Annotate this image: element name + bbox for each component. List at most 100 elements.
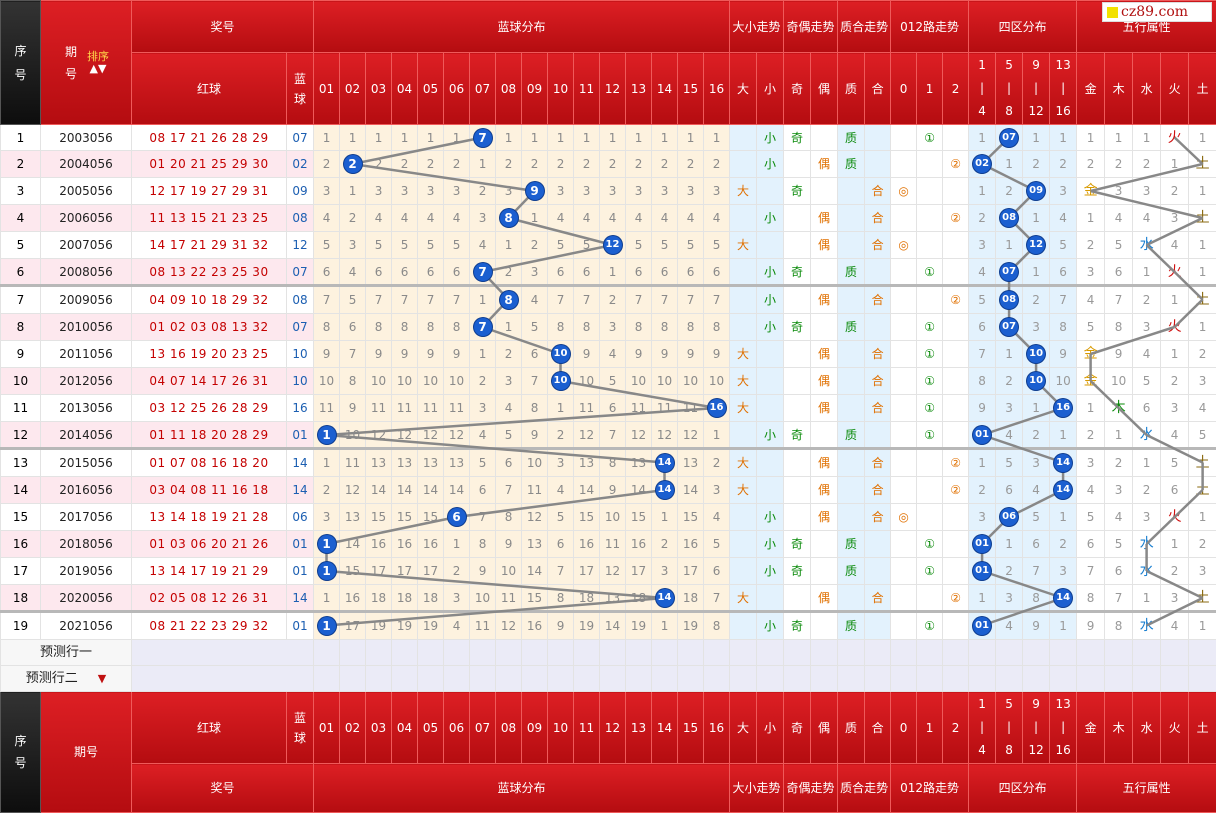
miss-count: 3 <box>556 456 565 470</box>
predict-cell[interactable] <box>1132 639 1162 666</box>
wx-miss: 2 <box>1198 347 1207 361</box>
predict-blue-cell[interactable] <box>339 639 367 666</box>
predict-blue-cell[interactable] <box>443 665 471 692</box>
predict-blue-cell[interactable] <box>625 665 653 692</box>
blue-dist-cell: 7 <box>339 340 367 368</box>
predict-cell[interactable] <box>942 639 970 666</box>
predict-cell[interactable] <box>995 639 1024 666</box>
row-red-balls: 12 17 19 27 29 31 <box>131 177 287 205</box>
predict-blue-cell[interactable] <box>677 665 705 692</box>
predict-blue-cell[interactable] <box>391 665 419 692</box>
predict-blue-cell[interactable] <box>677 639 705 666</box>
predict-blue-cell[interactable] <box>599 665 627 692</box>
predict-blue-cell[interactable] <box>495 665 523 692</box>
blue-ball-mark: 1 <box>317 617 336 635</box>
predict-cell[interactable] <box>1160 639 1190 666</box>
predict-blue-cell[interactable] <box>703 639 731 666</box>
wx-cell: 1 <box>1188 258 1216 286</box>
predict-blue-cell[interactable] <box>651 665 679 692</box>
predict-cell[interactable] <box>864 639 892 666</box>
predict-cell[interactable] <box>729 665 758 692</box>
predict-blue-cell[interactable] <box>365 639 393 666</box>
predict-blue-cell[interactable] <box>651 639 679 666</box>
predict-cell[interactable] <box>916 639 944 666</box>
predict-blue-cell[interactable] <box>443 639 471 666</box>
predict-blue-cell[interactable] <box>521 665 549 692</box>
predict-cell[interactable] <box>756 665 785 692</box>
predict-cell[interactable] <box>1049 665 1078 692</box>
predict-blue-cell[interactable] <box>573 665 601 692</box>
zone-col-text: 5 <box>1005 58 1013 72</box>
predict-award-cell[interactable] <box>130 665 315 692</box>
wx-mark: 土 <box>1195 589 1210 606</box>
arrow-down-icon[interactable]: ▼ <box>97 672 107 685</box>
predict-cell[interactable] <box>729 639 758 666</box>
predict-cell[interactable] <box>1188 639 1216 666</box>
predict-cell[interactable] <box>864 665 892 692</box>
wx-miss: 4 <box>1114 510 1123 524</box>
wx-cell: 1 <box>1188 231 1216 259</box>
predict-cell[interactable] <box>783 665 812 692</box>
predict-blue-cell[interactable] <box>599 639 627 666</box>
predict-blue-cell[interactable] <box>703 665 731 692</box>
predict-blue-cell[interactable] <box>469 639 497 666</box>
predict-cell[interactable] <box>810 665 839 692</box>
blue-dist-cell: 8 <box>365 313 393 341</box>
miss-count: 11 <box>344 456 361 470</box>
prime-prime <box>837 204 866 232</box>
predict-blue-cell[interactable] <box>469 665 497 692</box>
site-logo[interactable]: cz89.com <box>1102 2 1212 22</box>
predict-blue-cell[interactable] <box>391 639 419 666</box>
predict-cell[interactable] <box>890 665 918 692</box>
predict-cell[interactable] <box>1022 665 1051 692</box>
road-mark: ① <box>924 320 935 334</box>
predict-cell[interactable] <box>1104 639 1134 666</box>
predict-cell[interactable] <box>837 665 866 692</box>
predict-blue-cell[interactable] <box>625 639 653 666</box>
predict-cell[interactable] <box>1104 665 1134 692</box>
predict-row-1[interactable]: 预测行一 <box>0 639 132 666</box>
table-row: 18 2020056 02 05 08 12 26 31 14 1 16 18 18 18 3 10… <box>0 584 1216 612</box>
predict-blue-cell[interactable] <box>339 665 367 692</box>
predict-blue-cell[interactable] <box>521 639 549 666</box>
predict-blue-cell[interactable] <box>547 665 575 692</box>
predict-blue-cell[interactable] <box>313 639 341 666</box>
predict-cell[interactable] <box>995 665 1024 692</box>
predict-blue-cell[interactable] <box>573 639 601 666</box>
seq-label: 序号 <box>14 43 27 82</box>
header-period[interactable]: 期号 排序 ▲▼ <box>40 0 132 125</box>
blue-dist-cell: 8 <box>443 313 471 341</box>
zone-cell: 1 <box>995 150 1024 178</box>
predict-blue-cell[interactable] <box>313 665 341 692</box>
predict-cell[interactable] <box>783 639 812 666</box>
wx-cell: 2 <box>1188 530 1216 558</box>
predict-blue-cell[interactable] <box>365 665 393 692</box>
predict-cell[interactable] <box>1076 665 1106 692</box>
predict-blue-cell[interactable] <box>417 665 445 692</box>
blue-dist-cell: 15 <box>573 503 601 531</box>
blue-dist-cell: 19 <box>677 610 705 640</box>
blue-dist-cell: 2 <box>339 150 367 178</box>
predict-cell[interactable] <box>1132 665 1162 692</box>
predict-row-2[interactable]: 预测行二 ▼ <box>0 665 132 692</box>
predict-cell[interactable] <box>916 665 944 692</box>
predict-award-cell[interactable] <box>130 639 315 666</box>
predict-cell[interactable] <box>968 665 997 692</box>
blue-dist-cell: 16 <box>703 394 731 422</box>
predict-cell[interactable] <box>1188 665 1216 692</box>
predict-cell[interactable] <box>1076 639 1106 666</box>
predict-cell[interactable] <box>1160 665 1190 692</box>
miss-count: 1 <box>530 130 539 145</box>
predict-cell[interactable] <box>837 639 866 666</box>
predict-blue-cell[interactable] <box>495 639 523 666</box>
predict-cell[interactable] <box>890 639 918 666</box>
predict-cell[interactable] <box>1049 639 1078 666</box>
predict-cell[interactable] <box>756 639 785 666</box>
predict-cell[interactable] <box>810 639 839 666</box>
predict-cell[interactable] <box>968 639 997 666</box>
sort-button[interactable]: 排序 ▲▼ <box>87 50 109 75</box>
predict-blue-cell[interactable] <box>417 639 445 666</box>
predict-blue-cell[interactable] <box>547 639 575 666</box>
predict-cell[interactable] <box>1022 639 1051 666</box>
predict-cell[interactable] <box>942 665 970 692</box>
